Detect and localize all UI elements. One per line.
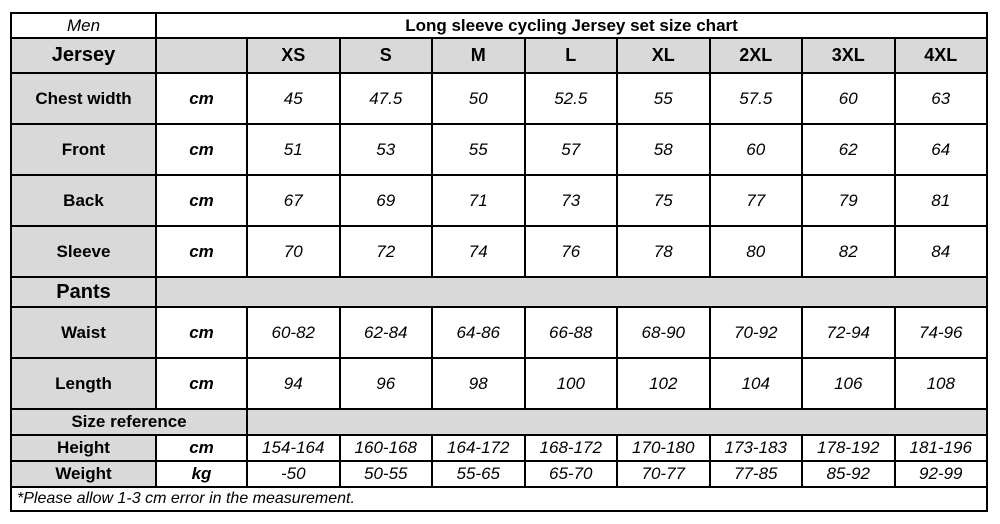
- value-cell: 79: [801, 174, 896, 227]
- value-cell: 70: [246, 225, 341, 278]
- value-cell: 76: [523, 225, 618, 278]
- row-label: Back: [10, 174, 157, 227]
- size-col-header: L: [523, 37, 618, 74]
- row-label: Height: [10, 434, 157, 462]
- value-cell: 51: [246, 123, 341, 176]
- value-cell: 85-92: [801, 460, 896, 488]
- size-chart-table: Men Long sleeve cycling Jersey set size c…: [10, 12, 988, 512]
- value-cell: 70-92: [708, 306, 803, 359]
- value-cell: 82: [801, 225, 896, 278]
- row-label: Length: [10, 357, 157, 410]
- size-col-header: S: [338, 37, 433, 74]
- value-cell: 81: [893, 174, 988, 227]
- row-label: Front: [10, 123, 157, 176]
- value-cell: 92-99: [893, 460, 988, 488]
- value-cell: 62-84: [338, 306, 433, 359]
- value-cell: 78: [616, 225, 711, 278]
- value-cell: 72: [338, 225, 433, 278]
- value-cell: 67: [246, 174, 341, 227]
- value-cell: 66-88: [523, 306, 618, 359]
- value-cell: 160-168: [338, 434, 433, 462]
- value-cell: 96: [338, 357, 433, 410]
- value-cell: 57.5: [708, 72, 803, 125]
- value-cell: 84: [893, 225, 988, 278]
- unit-cell: cm: [155, 72, 248, 125]
- value-cell: 168-172: [523, 434, 618, 462]
- section-header-pants: Pants: [10, 276, 157, 308]
- section-header-size-reference: Size reference: [10, 408, 248, 436]
- unit-cell: cm: [155, 357, 248, 410]
- unit-cell: cm: [155, 123, 248, 176]
- value-cell: 104: [708, 357, 803, 410]
- value-cell: 65-70: [523, 460, 618, 488]
- section-band: [246, 408, 988, 436]
- value-cell: 57: [523, 123, 618, 176]
- value-cell: 102: [616, 357, 711, 410]
- value-cell: 58: [616, 123, 711, 176]
- value-cell: 50: [431, 72, 526, 125]
- value-cell: 75: [616, 174, 711, 227]
- value-cell: 106: [801, 357, 896, 410]
- value-cell: 70-77: [616, 460, 711, 488]
- value-cell: 64-86: [431, 306, 526, 359]
- value-cell: 68-90: [616, 306, 711, 359]
- value-cell: 53: [338, 123, 433, 176]
- size-col-header: M: [431, 37, 526, 74]
- row-label: Weight: [10, 460, 157, 488]
- size-col-header: 3XL: [801, 37, 896, 74]
- unit-cell: cm: [155, 434, 248, 462]
- value-cell: 178-192: [801, 434, 896, 462]
- size-col-header: 4XL: [893, 37, 988, 74]
- value-cell: 47.5: [338, 72, 433, 125]
- size-col-header: XS: [246, 37, 341, 74]
- value-cell: 74-96: [893, 306, 988, 359]
- table-title: Long sleeve cycling Jersey set size char…: [155, 12, 988, 39]
- footnote: *Please allow 1-3 cm error in the measur…: [10, 486, 988, 512]
- value-cell: 50-55: [338, 460, 433, 488]
- unit-cell: cm: [155, 306, 248, 359]
- value-cell: 181-196: [893, 434, 988, 462]
- value-cell: 80: [708, 225, 803, 278]
- unit-cell: cm: [155, 225, 248, 278]
- value-cell: 173-183: [708, 434, 803, 462]
- value-cell: 60: [708, 123, 803, 176]
- value-cell: -50: [246, 460, 341, 488]
- size-col-header: 2XL: [708, 37, 803, 74]
- value-cell: 64: [893, 123, 988, 176]
- value-cell: 52.5: [523, 72, 618, 125]
- value-cell: 55: [431, 123, 526, 176]
- value-cell: 60: [801, 72, 896, 125]
- size-col-header: XL: [616, 37, 711, 74]
- value-cell: 55: [616, 72, 711, 125]
- unit-cell: kg: [155, 460, 248, 488]
- unit-cell: cm: [155, 174, 248, 227]
- value-cell: 100: [523, 357, 618, 410]
- value-cell: 154-164: [246, 434, 341, 462]
- value-cell: 94: [246, 357, 341, 410]
- value-cell: 63: [893, 72, 988, 125]
- value-cell: 108: [893, 357, 988, 410]
- value-cell: 62: [801, 123, 896, 176]
- value-cell: 60-82: [246, 306, 341, 359]
- row-label: Sleeve: [10, 225, 157, 278]
- gender-cell: Men: [10, 12, 157, 39]
- value-cell: 71: [431, 174, 526, 227]
- value-cell: 73: [523, 174, 618, 227]
- value-cell: 164-172: [431, 434, 526, 462]
- value-cell: 69: [338, 174, 433, 227]
- row-label: Waist: [10, 306, 157, 359]
- unit-header-cell: [155, 37, 248, 74]
- value-cell: 45: [246, 72, 341, 125]
- section-band: [155, 276, 988, 308]
- value-cell: 98: [431, 357, 526, 410]
- value-cell: 55-65: [431, 460, 526, 488]
- value-cell: 77: [708, 174, 803, 227]
- value-cell: 170-180: [616, 434, 711, 462]
- row-label: Chest width: [10, 72, 157, 125]
- section-header-jersey: Jersey: [10, 37, 157, 74]
- value-cell: 74: [431, 225, 526, 278]
- value-cell: 77-85: [708, 460, 803, 488]
- value-cell: 72-94: [801, 306, 896, 359]
